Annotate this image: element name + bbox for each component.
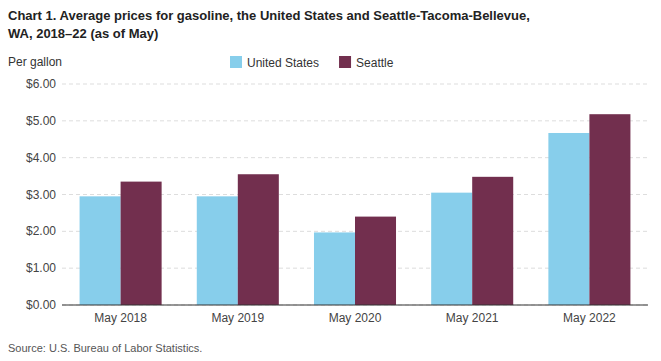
bar [431, 193, 472, 305]
subtitle: WA, 2018–22 (as of May) [8, 26, 158, 41]
x-tick-label: May 2020 [329, 311, 382, 325]
y-axis-label: Per gallon [8, 55, 62, 69]
bar [80, 196, 121, 305]
bar [472, 177, 513, 305]
y-tick-label: $0.00 [26, 298, 56, 312]
y-tick-label: $3.00 [26, 188, 56, 202]
bar [589, 114, 630, 305]
legend-swatch [339, 56, 351, 68]
y-tick-label: $1.00 [26, 261, 56, 275]
bar [197, 196, 238, 305]
y-tick-label: $4.00 [26, 151, 56, 165]
grid-line [62, 84, 648, 85]
chart: Chart 1. Average prices for gasoline, th… [0, 0, 661, 361]
bar [238, 174, 279, 305]
bar [355, 217, 396, 305]
x-tick-label: May 2022 [563, 311, 616, 325]
legend-label: Seattle [356, 56, 394, 70]
x-tick-label: May 2021 [446, 311, 499, 325]
grid-line [62, 120, 648, 121]
bar [548, 133, 589, 305]
source: Source: U.S. Bureau of Labor Statistics. [8, 342, 202, 354]
grid-line [62, 305, 648, 306]
legend-swatch [230, 56, 242, 68]
x-axis-line [62, 305, 648, 306]
y-tick-label: $2.00 [26, 224, 56, 238]
x-tick-label: May 2019 [211, 311, 264, 325]
x-tick-label: May 2018 [94, 311, 147, 325]
legend: United States Seattle [230, 56, 394, 70]
title: Chart 1. Average prices for gasoline, th… [8, 8, 530, 23]
bar [314, 232, 355, 305]
legend-label: United States [247, 56, 319, 70]
y-tick-label: $6.00 [26, 77, 56, 91]
bars [80, 114, 631, 305]
y-tick-label: $5.00 [26, 114, 56, 128]
bar [121, 182, 162, 305]
